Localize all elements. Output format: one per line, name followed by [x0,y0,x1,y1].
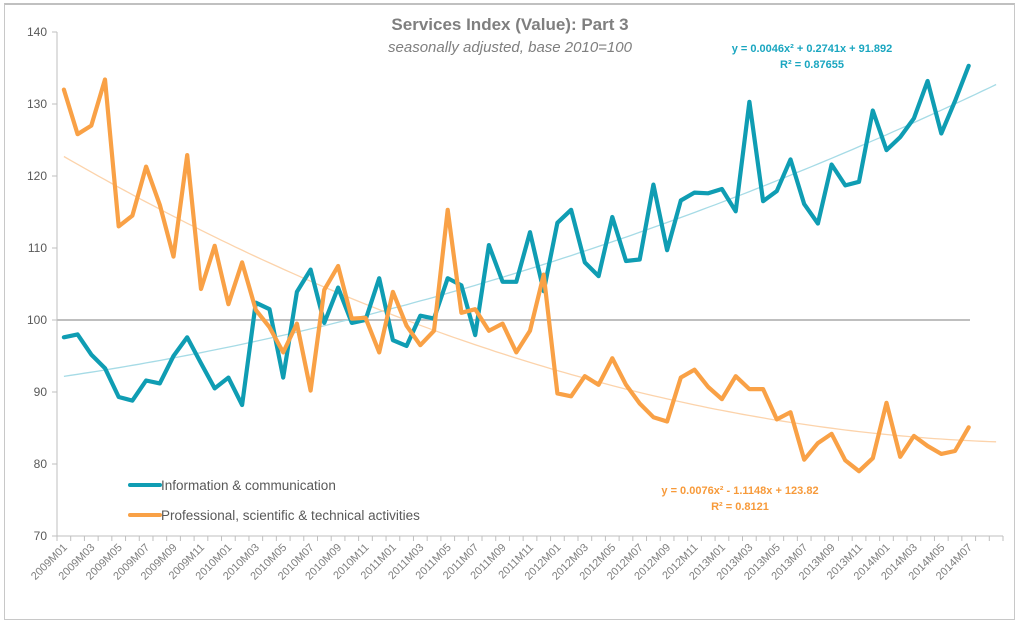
trend-r2-prof: R² = 0.8121 [711,501,769,513]
trendlines [63,83,997,443]
trend-equation-info: y = 0.0046x² + 0.2741x + 91.892 [732,43,893,55]
y-tick-label: 80 [34,457,48,471]
y-tick-label: 70 [34,529,48,543]
trend-equation-prof: y = 0.0076x² - 1.1148x + 123.82 [661,485,818,497]
trendline-prof [63,155,997,443]
y-tick-label: 100 [27,313,47,327]
chart-title: Services Index (Value): Part 3 [391,15,628,34]
legend-label-info: Information & communication [161,478,336,493]
y-tick-label: 140 [27,25,47,39]
trend-r2-info: R² = 0.87655 [780,59,844,71]
axes: 7080901001101201301402009M012009M032009M… [27,25,1004,583]
series-lines [61,63,971,474]
y-tick-label: 130 [27,97,47,111]
legend-label-prof: Professional, scientific & technical act… [161,508,420,523]
trendline-info [63,83,997,378]
y-tick-label: 120 [27,169,47,183]
chart-frame [4,3,1015,620]
y-tick-label: 110 [28,241,47,255]
chart-subtitle: seasonally adjusted, base 2010=100 [388,39,633,56]
y-tick-label: 90 [34,385,48,399]
legend: Information & communication Professional… [128,478,420,523]
